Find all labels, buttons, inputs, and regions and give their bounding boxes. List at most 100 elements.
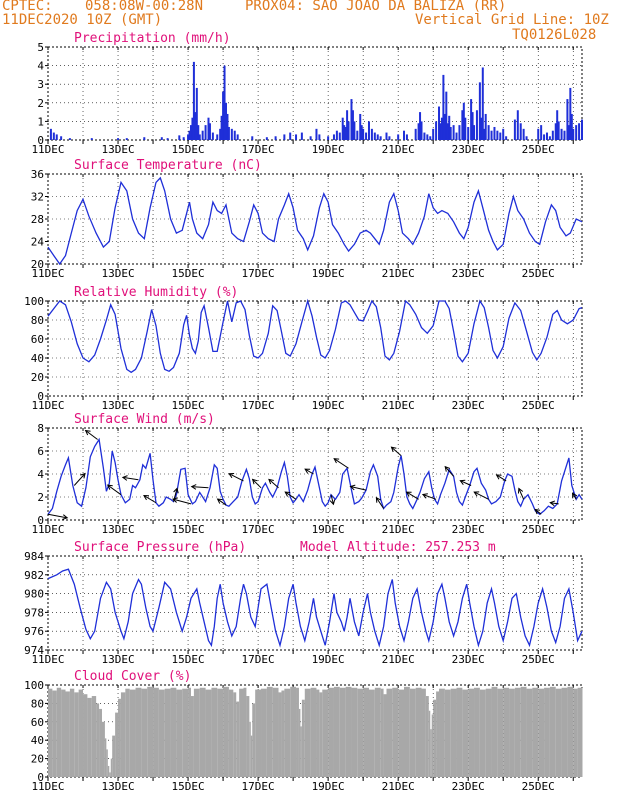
header-location: 058:08W-00:28N: [85, 0, 204, 14]
cloud-bar: [363, 687, 369, 777]
x-tick-label: 11DEC: [31, 523, 64, 536]
panels: 0 1 2 3 4 5 11DEC 13DEC 15DEC 17DEC 19DEC 21DEC 23DE…: [24, 31, 583, 793]
cloud-bar: [300, 726, 302, 777]
x-tick-label: 17DEC: [242, 523, 275, 536]
precip-bar: [178, 135, 181, 140]
cloud-bar: [425, 696, 429, 777]
x-tick-label: 25DEC: [522, 143, 555, 156]
cloud-bar: [125, 688, 130, 777]
cloud-bar: [374, 687, 381, 777]
precip-bar: [52, 132, 55, 140]
precip-bar: [467, 126, 470, 140]
precip-bar: [117, 138, 120, 140]
y-tick-label: 0: [37, 514, 44, 527]
wind-vector-head: [171, 497, 178, 503]
precip-bar: [344, 126, 347, 140]
cloud-bar: [261, 688, 267, 777]
panel-title: Surface Pressure (hPa): [74, 540, 246, 555]
precip-bar: [423, 132, 426, 140]
x-tick-label: 15DEC: [172, 267, 205, 280]
x-tick-label: 25DEC: [522, 267, 555, 280]
precip-bar: [365, 132, 368, 140]
cloud-bar: [243, 687, 247, 777]
precip-bar: [351, 110, 354, 140]
precip-bar: [216, 134, 219, 140]
cloud-bar: [153, 687, 159, 777]
wind-vector-head: [495, 474, 502, 480]
panel-0: 0 1 2 3 4 5 11DEC 13DEC 15DEC 17DEC 19DEC 21DEC 23DE…: [31, 31, 583, 156]
cloud-bar: [56, 687, 62, 777]
precip-bar: [309, 136, 312, 140]
wind-vector: [460, 480, 472, 486]
wind-vector-head: [216, 498, 223, 504]
cloud-bar: [444, 689, 451, 777]
precip-bar: [432, 128, 435, 140]
x-tick-label: 19DEC: [312, 143, 345, 156]
y-tick-label: 60: [31, 333, 44, 346]
precip-bar: [225, 102, 227, 140]
cloud-bar: [319, 692, 323, 777]
x-tick-label: 23DEC: [452, 523, 485, 536]
cloud-bar: [118, 698, 121, 777]
cloud-bar: [380, 688, 384, 777]
wind-vector-head: [284, 491, 291, 497]
x-tick-label: 11DEC: [31, 267, 64, 280]
x-tick-label: 13DEC: [101, 399, 134, 412]
cloud-bar: [428, 710, 431, 777]
wind-vector: [550, 502, 559, 505]
precip-bar: [522, 128, 525, 140]
precip-bar: [55, 134, 58, 140]
wind-vector: [375, 497, 384, 509]
cloud-bar: [532, 687, 539, 777]
precip-bar: [318, 134, 321, 140]
precip-bar: [188, 130, 191, 140]
wind-vector: [534, 509, 542, 515]
cloud-bar: [345, 686, 352, 777]
cloud-bar: [250, 735, 253, 777]
cloud-bar: [170, 687, 177, 777]
cloud-bar: [433, 699, 437, 777]
cloud-bar: [141, 688, 148, 777]
precip-bar: [233, 130, 236, 140]
cloud-bar: [298, 708, 301, 777]
precip-bar: [182, 137, 185, 140]
precip-bar: [560, 128, 563, 140]
wind-vector-head: [390, 446, 397, 453]
wind-vector: [268, 479, 279, 489]
cloud-bar: [239, 688, 244, 777]
precip-bar: [567, 125, 570, 140]
wind-vector: [333, 458, 349, 469]
cloud-bar: [409, 688, 416, 777]
cloud-bar: [491, 686, 498, 777]
cloud-bar: [99, 708, 102, 777]
precip-bar: [448, 115, 451, 140]
precip-bar: [230, 128, 233, 140]
panel-title: Relative Humidity (%): [74, 285, 238, 300]
y-tick-label: 20: [31, 371, 44, 384]
precip-bar: [483, 128, 486, 140]
cloud-bar: [439, 688, 445, 777]
precip-bar: [540, 125, 543, 140]
plot-frame: [47, 46, 583, 141]
wind-vector-head: [190, 484, 197, 490]
cloud-bar: [176, 689, 183, 777]
precip-bar: [464, 117, 467, 140]
wind-vector: [496, 474, 507, 482]
cloud-bar: [509, 688, 515, 777]
precip-bar: [470, 99, 473, 140]
precip-bar: [442, 74, 445, 140]
precip-bar: [487, 125, 490, 140]
x-tick-label: 23DEC: [452, 399, 485, 412]
x-tick-label: 11DEC: [31, 653, 64, 666]
cloud-bar: [431, 714, 434, 777]
y-tick-label: 8: [37, 422, 44, 435]
y-tick-label: 80: [31, 697, 44, 710]
cloud-bar: [404, 686, 410, 777]
cloud-bar: [514, 687, 521, 777]
wind-vector-head: [572, 492, 578, 499]
precip-bar: [166, 138, 169, 140]
precip-bar: [341, 117, 344, 140]
cloud-bar: [386, 688, 393, 777]
x-tick-label: 19DEC: [312, 780, 345, 793]
y-tick-label: 6: [37, 445, 44, 458]
